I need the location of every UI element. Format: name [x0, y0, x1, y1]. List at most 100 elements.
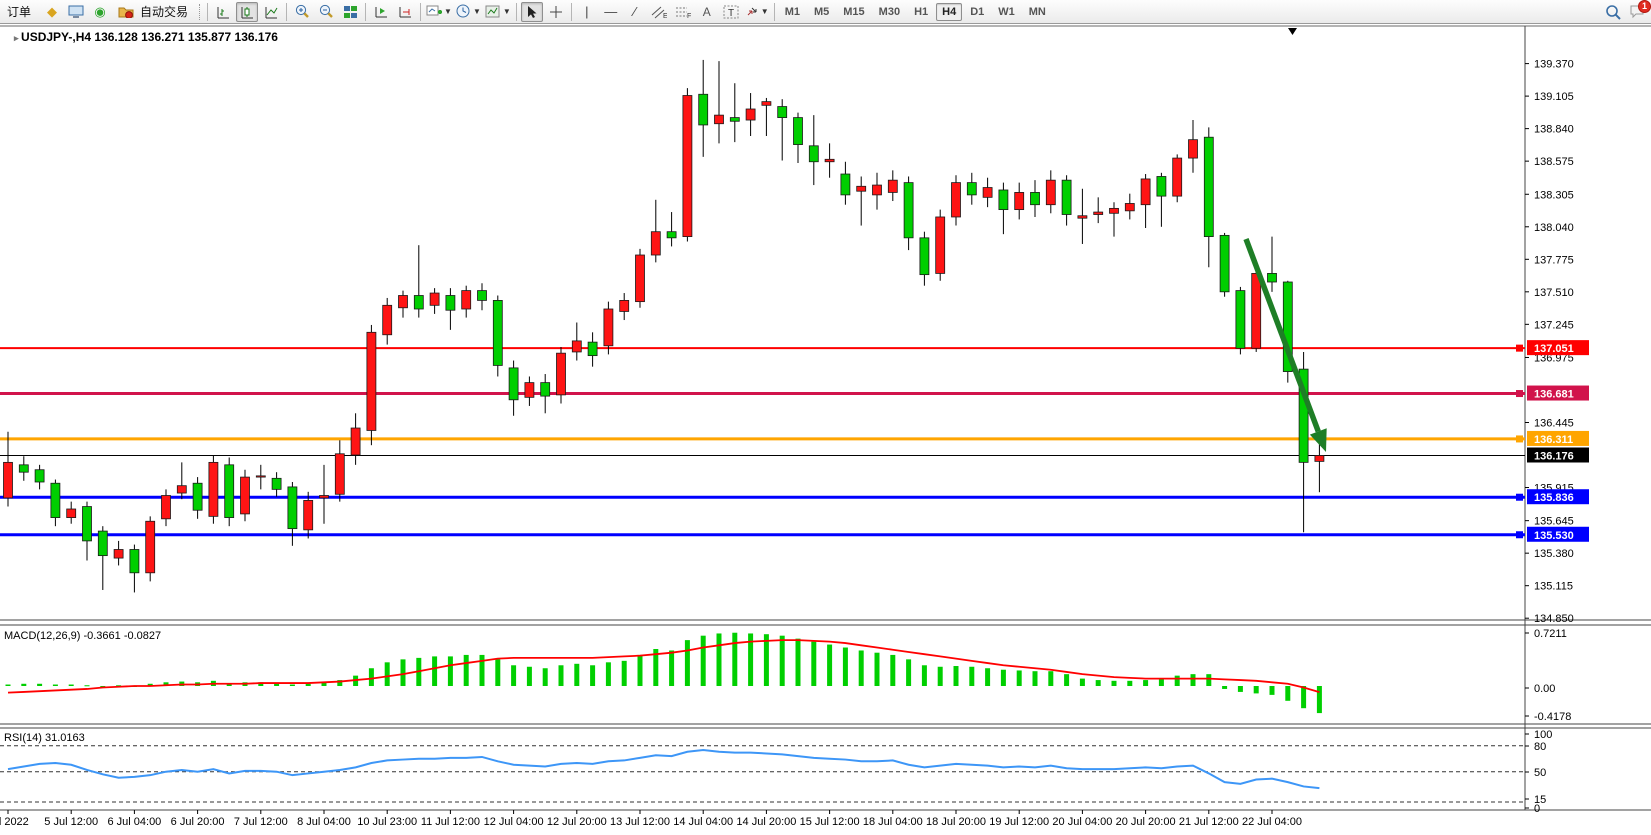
candle-down [445, 295, 456, 311]
timeframe-W1[interactable]: W1 [998, 5, 1015, 18]
timeframe-M30[interactable]: M30 [878, 5, 901, 18]
crosshair-button[interactable] [545, 2, 567, 22]
price-tick-label: 137.510 [1534, 287, 1574, 299]
candle-up [635, 254, 645, 303]
market-watch-icon[interactable]: ◆ [47, 4, 57, 19]
candle-up [255, 475, 266, 478]
time-label: 15 Jul 12:00 [800, 816, 860, 828]
equidistant-channel-button[interactable]: E [648, 2, 670, 22]
candle-down [808, 145, 819, 163]
macd-histogram-bar [400, 659, 406, 686]
candle-down [82, 506, 92, 542]
templates-icon [485, 5, 500, 17]
macd-axis-label: 0.7211 [1534, 628, 1567, 640]
chart-canvas[interactable]: 139.370 139.105 138.840 138.575 138.305 138.0… [0, 24, 1651, 830]
notifications-button[interactable]: 1 [1626, 0, 1651, 22]
toolbar-divider [207, 2, 209, 21]
price-tick-label: 135.645 [1534, 516, 1574, 528]
macd-histogram-bar [384, 662, 390, 686]
bar-chart-button[interactable] [212, 2, 234, 22]
candle-down [129, 549, 140, 574]
bar-chart-icon [217, 6, 229, 18]
rsi-axis-label: 50 [1534, 767, 1546, 779]
level-chip [1527, 385, 1589, 401]
auto-scroll-button[interactable] [370, 2, 392, 22]
timeframe-M5[interactable]: M5 [813, 5, 830, 18]
rsi-indicator-label: RSI(14) 31.0163 [4, 732, 85, 744]
search-button[interactable] [1602, 2, 1624, 22]
arrows-button[interactable]: ▼ [744, 2, 770, 22]
one-click-trading-toggle[interactable]: ▸ [14, 33, 22, 43]
candle-up [1045, 179, 1056, 206]
macd-histogram-bar [716, 633, 722, 686]
candle-up [1014, 192, 1025, 211]
level-chip-label: 136.176 [1534, 451, 1574, 463]
candle-down [224, 464, 235, 518]
candle-up [714, 114, 724, 125]
level-chip [1527, 340, 1589, 356]
autotrading-button[interactable]: 自动交易 [113, 2, 196, 22]
macd-histogram-bar [511, 665, 517, 686]
chart-shift-marker [1288, 28, 1297, 35]
macd-histogram-bar [1127, 680, 1133, 686]
chart-shift-button[interactable] [394, 2, 416, 22]
candle-down [1203, 136, 1214, 238]
candle-down [1235, 290, 1246, 349]
macd-histogram-bar [1032, 671, 1038, 686]
price-tick-label: 137.245 [1534, 319, 1574, 331]
timeframe-H4[interactable]: H4 [936, 2, 963, 21]
time-label: 6 Jul 20:00 [171, 816, 225, 828]
zoom-in-button[interactable] [291, 2, 313, 22]
candlestick-chart-button[interactable] [236, 1, 259, 22]
fibonacci-button[interactable]: F [672, 2, 694, 22]
candle-up [145, 520, 156, 574]
trend-arrow-shaft[interactable] [1243, 238, 1321, 433]
macd-indicator-label: MACD(12,26,9) -0.3661 -0.0827 [4, 630, 162, 642]
tile-windows-button[interactable] [339, 2, 361, 22]
new-order-button[interactable]: 订单 [3, 2, 39, 22]
timeframe-M1[interactable]: M1 [784, 5, 800, 18]
timeframe-D1[interactable]: D1 [970, 5, 985, 18]
candle-down [698, 93, 709, 126]
vertical-line-button[interactable]: | [585, 4, 589, 19]
macd-histogram-bar [637, 654, 643, 686]
horizontal-line-button[interactable]: — [604, 4, 618, 19]
macd-histogram-bar [732, 632, 738, 686]
signals-icon[interactable]: ◉ [94, 4, 106, 19]
macd-histogram-bar [100, 686, 106, 687]
cursor-icon [528, 5, 537, 18]
macd-histogram-bar [1269, 686, 1275, 695]
periods-button[interactable]: ▼ [455, 2, 482, 22]
terminal-icon[interactable] [65, 2, 87, 22]
text-label-button[interactable]: T [720, 2, 742, 22]
zoom-out-button[interactable] [315, 2, 337, 22]
macd-histogram-bar [795, 638, 801, 686]
cursor-button[interactable] [520, 1, 543, 22]
macd-axis-label: -0.4178 [1534, 711, 1571, 723]
timeframe-MN[interactable]: MN [1028, 5, 1046, 18]
level-notch [1516, 390, 1523, 398]
text-button[interactable]: A [702, 4, 711, 19]
templates-button[interactable]: ▼ [484, 2, 512, 22]
macd-histogram-bar [1253, 686, 1259, 694]
macd-histogram-bar [1000, 669, 1006, 686]
candle-down [666, 231, 677, 239]
candle-down [50, 482, 61, 518]
timeframe-H1[interactable]: H1 [914, 5, 929, 18]
macd-histogram-bar [147, 683, 153, 686]
toolbar-divider [515, 2, 517, 21]
level-chip [1527, 447, 1589, 463]
trend-arrow-head[interactable] [1309, 428, 1327, 452]
candle-down [413, 295, 424, 310]
equidistant-channel-icon: E [651, 6, 667, 19]
candle-down [97, 530, 108, 557]
level-chip-label: 136.681 [1534, 389, 1574, 401]
time-label: 14 Jul 20:00 [736, 816, 796, 828]
candle-up [556, 352, 566, 396]
price-tick-label: 138.040 [1534, 222, 1574, 234]
line-chart-button[interactable] [260, 2, 282, 22]
candle-up [366, 331, 377, 431]
timeframe-M15[interactable]: M15 [843, 5, 865, 18]
indicators-button[interactable]: ▼ [425, 2, 453, 22]
trendline-button[interactable]: ∕ [633, 4, 636, 19]
